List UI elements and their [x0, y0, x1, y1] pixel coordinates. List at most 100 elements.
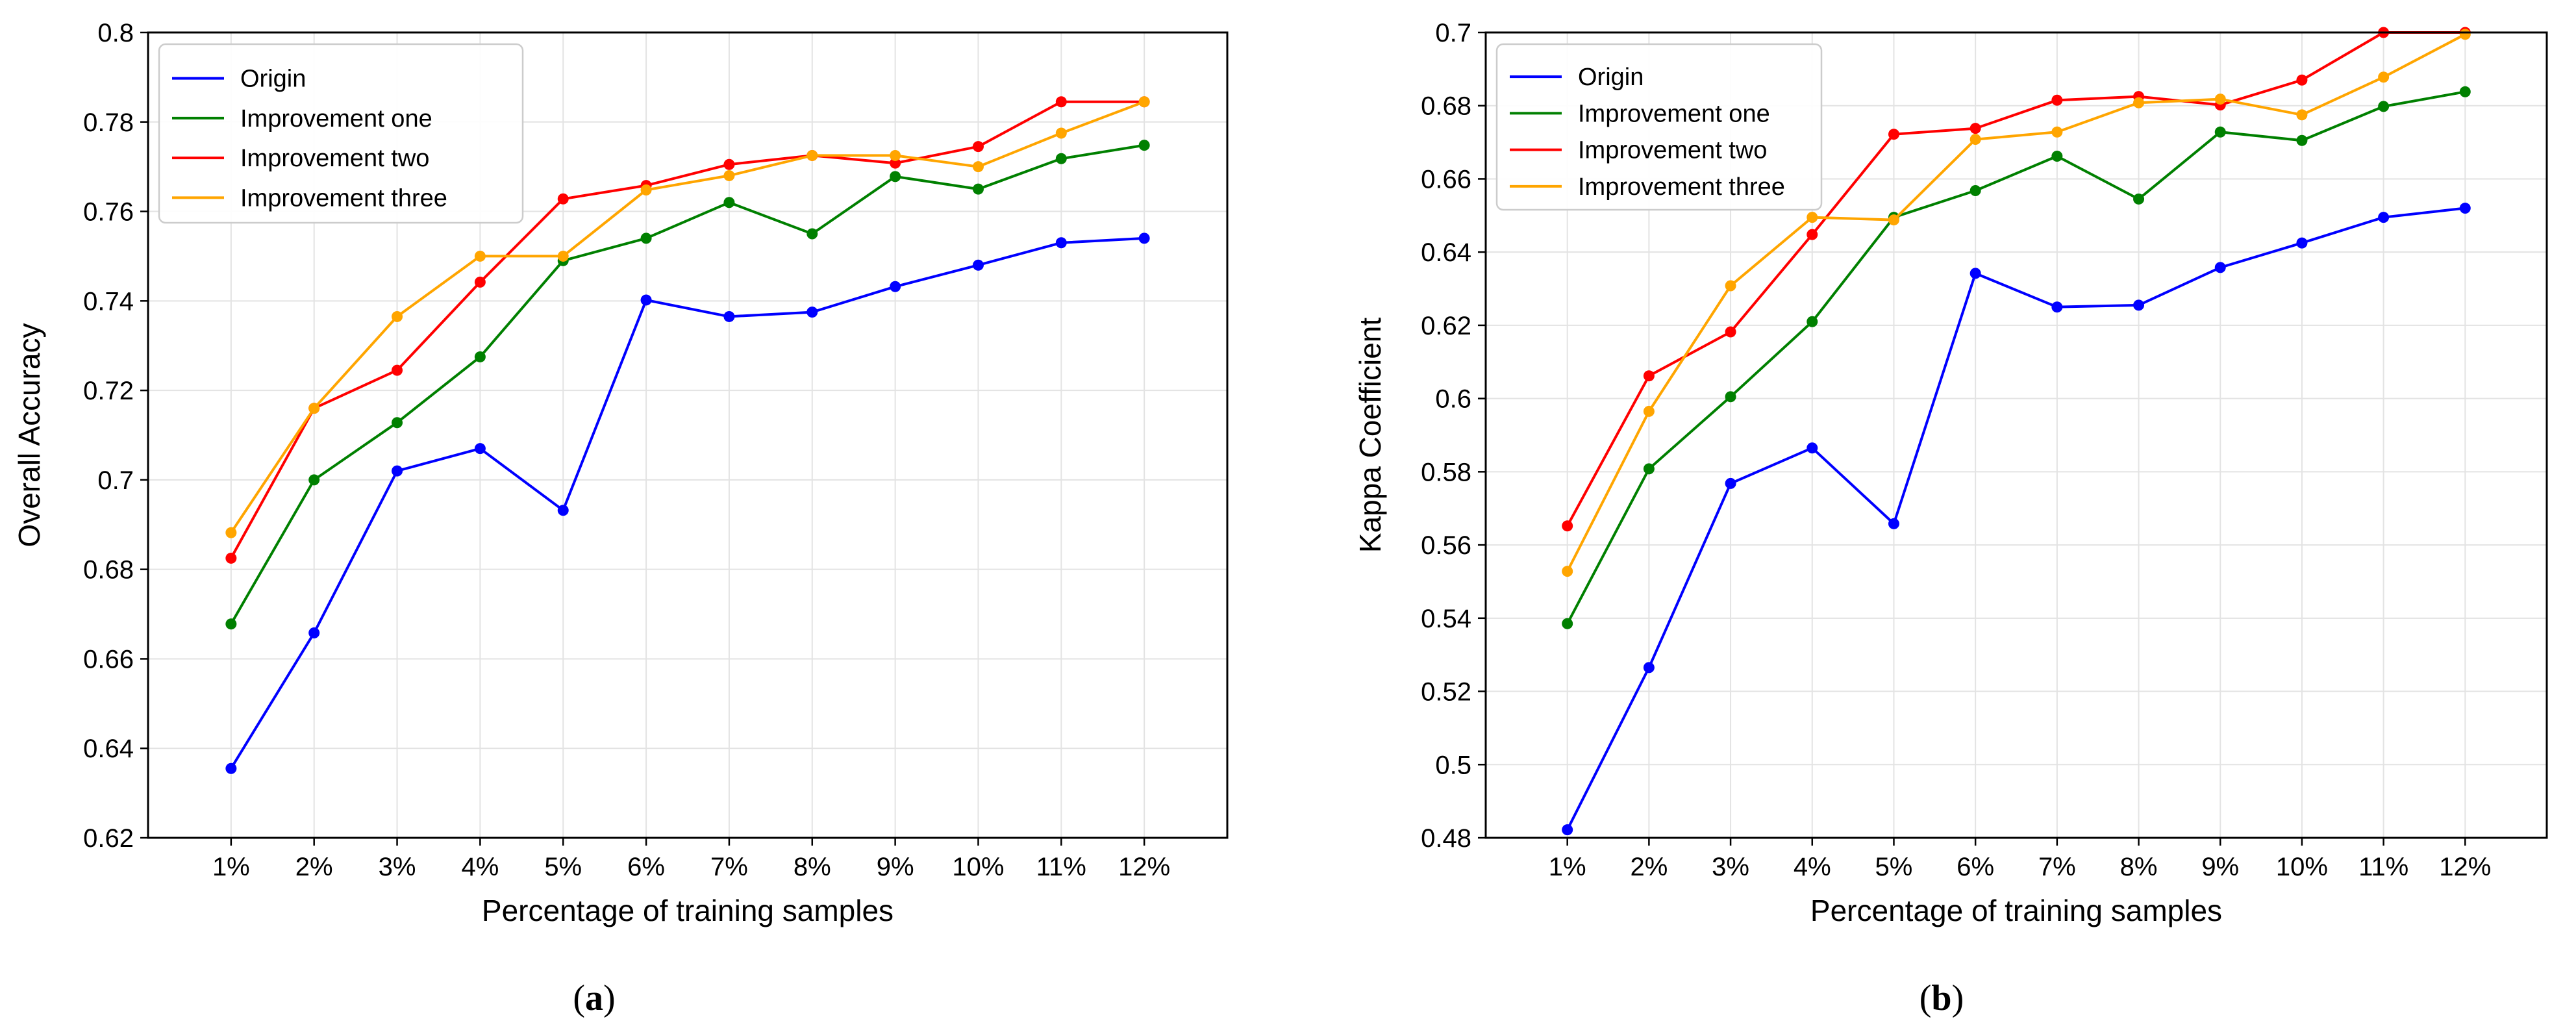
y-tick-label: 0.74 [83, 287, 134, 316]
data-point [2214, 94, 2226, 105]
data-point [2051, 126, 2063, 138]
data-point [2459, 86, 2471, 97]
data-point [1643, 463, 1655, 475]
legend-label: Improvement three [1578, 173, 1785, 201]
data-point [392, 465, 403, 477]
data-point [2459, 203, 2471, 214]
data-point [1970, 134, 1981, 145]
x-tick-label: 8% [794, 853, 831, 881]
data-point [972, 183, 984, 195]
data-point [2378, 101, 2390, 112]
data-point [2214, 126, 2226, 138]
data-point [308, 403, 320, 414]
x-tick-label: 9% [2201, 853, 2239, 881]
caption: (a) [573, 978, 615, 1018]
x-tick-label: 9% [877, 853, 914, 881]
x-tick-label: 6% [627, 853, 665, 881]
series-line-improvement-two [230, 100, 1145, 559]
data-point [890, 281, 901, 292]
x-tick-label: 11% [1036, 853, 1086, 881]
data-point [225, 527, 237, 538]
series-line-improvement-one [1566, 90, 2466, 625]
data-point [1807, 229, 1818, 240]
series-line-improvement-three [1566, 33, 2466, 572]
y-tick-label: 0.58 [1421, 458, 1471, 486]
data-point [1888, 214, 1899, 226]
legend-label: Origin [240, 66, 306, 93]
data-point [1807, 212, 1818, 223]
data-point [807, 307, 818, 318]
x-tick-label: 11% [2358, 853, 2408, 881]
legend-label: Origin [1578, 64, 1644, 91]
y-tick-label: 0.48 [1421, 824, 1471, 853]
data-point [2296, 109, 2308, 121]
chart-a: 1% 2% 3% 4% 5% 6% 7% 8% 9% 10% 11% 12% 0.62 0.64 0.66 0… [12, 19, 1229, 1018]
series-line-improvement-one [230, 144, 1145, 625]
data-point [723, 170, 735, 181]
y-tick-label: 0.68 [83, 556, 134, 585]
x-tick-label: 6% [1957, 853, 1994, 881]
data-point [2133, 97, 2145, 108]
x-tick-label: 12% [1118, 853, 1170, 881]
data-point [392, 364, 403, 376]
data-point [1562, 520, 1573, 532]
data-point [972, 259, 984, 271]
data-point [1562, 824, 1573, 836]
data-point [1888, 129, 1899, 140]
y-tick-label: 0.78 [83, 108, 134, 137]
data-point [1970, 184, 1981, 196]
data-point [1138, 233, 1150, 244]
data-point [640, 184, 652, 195]
data-point [2133, 299, 2145, 311]
caption-letter: b [1931, 978, 1951, 1018]
axes-frame [1484, 31, 2548, 839]
data-point [2296, 237, 2308, 249]
data-point [1725, 391, 1736, 403]
y-tick-label: 0.64 [83, 735, 134, 763]
data-point [1970, 123, 1981, 134]
y-tick-label: 0.52 [1421, 678, 1471, 707]
data-point [2051, 94, 2063, 106]
data-point [557, 250, 569, 262]
y-tick-label: 0.6 [1435, 385, 1471, 414]
x-tick-label: 10% [2276, 853, 2328, 881]
legend-label: Improvement three [240, 184, 447, 212]
x-tick-label: 3% [379, 853, 416, 881]
data-point [2214, 262, 2226, 273]
data-point [2459, 29, 2471, 40]
data-point [807, 228, 818, 240]
data-point [225, 552, 237, 564]
data-point [723, 310, 735, 322]
y-tick-label: 0.7 [97, 466, 134, 495]
x-tick-label: 12% [2439, 853, 2491, 881]
data-point [723, 158, 735, 170]
y-axis-label: Kappa Coefficient [1353, 318, 1387, 553]
y-tick-label: 0.7 [1435, 19, 1471, 47]
legend-label: Improvement one [240, 105, 432, 132]
x-tick-label: 10% [952, 853, 1004, 881]
data-point [557, 193, 569, 205]
x-tick-label: 7% [710, 853, 748, 881]
data-point [1562, 618, 1573, 629]
data-point [557, 505, 569, 516]
data-point [1562, 566, 1573, 577]
x-axis-label: Percentage of training samples [482, 894, 894, 927]
data-point [1725, 326, 1736, 338]
data-point [1643, 405, 1655, 417]
data-point [2051, 151, 2063, 162]
x-tick-label: 8% [2120, 853, 2158, 881]
data-point [1138, 140, 1150, 151]
axes-frame [147, 31, 1229, 839]
y-tick-label: 0.66 [83, 645, 134, 673]
caption-close: ) [603, 978, 616, 1018]
x-tick-label: 4% [1794, 853, 1831, 881]
caption-open: ( [1919, 978, 1932, 1018]
series-line-origin [230, 236, 1145, 770]
y-tick-label: 0.54 [1421, 605, 1471, 633]
data-point [474, 250, 486, 262]
y-tick-label: 0.72 [83, 377, 134, 405]
data-point [474, 351, 486, 362]
data-point [2378, 71, 2390, 83]
caption: (b) [1919, 978, 1964, 1018]
